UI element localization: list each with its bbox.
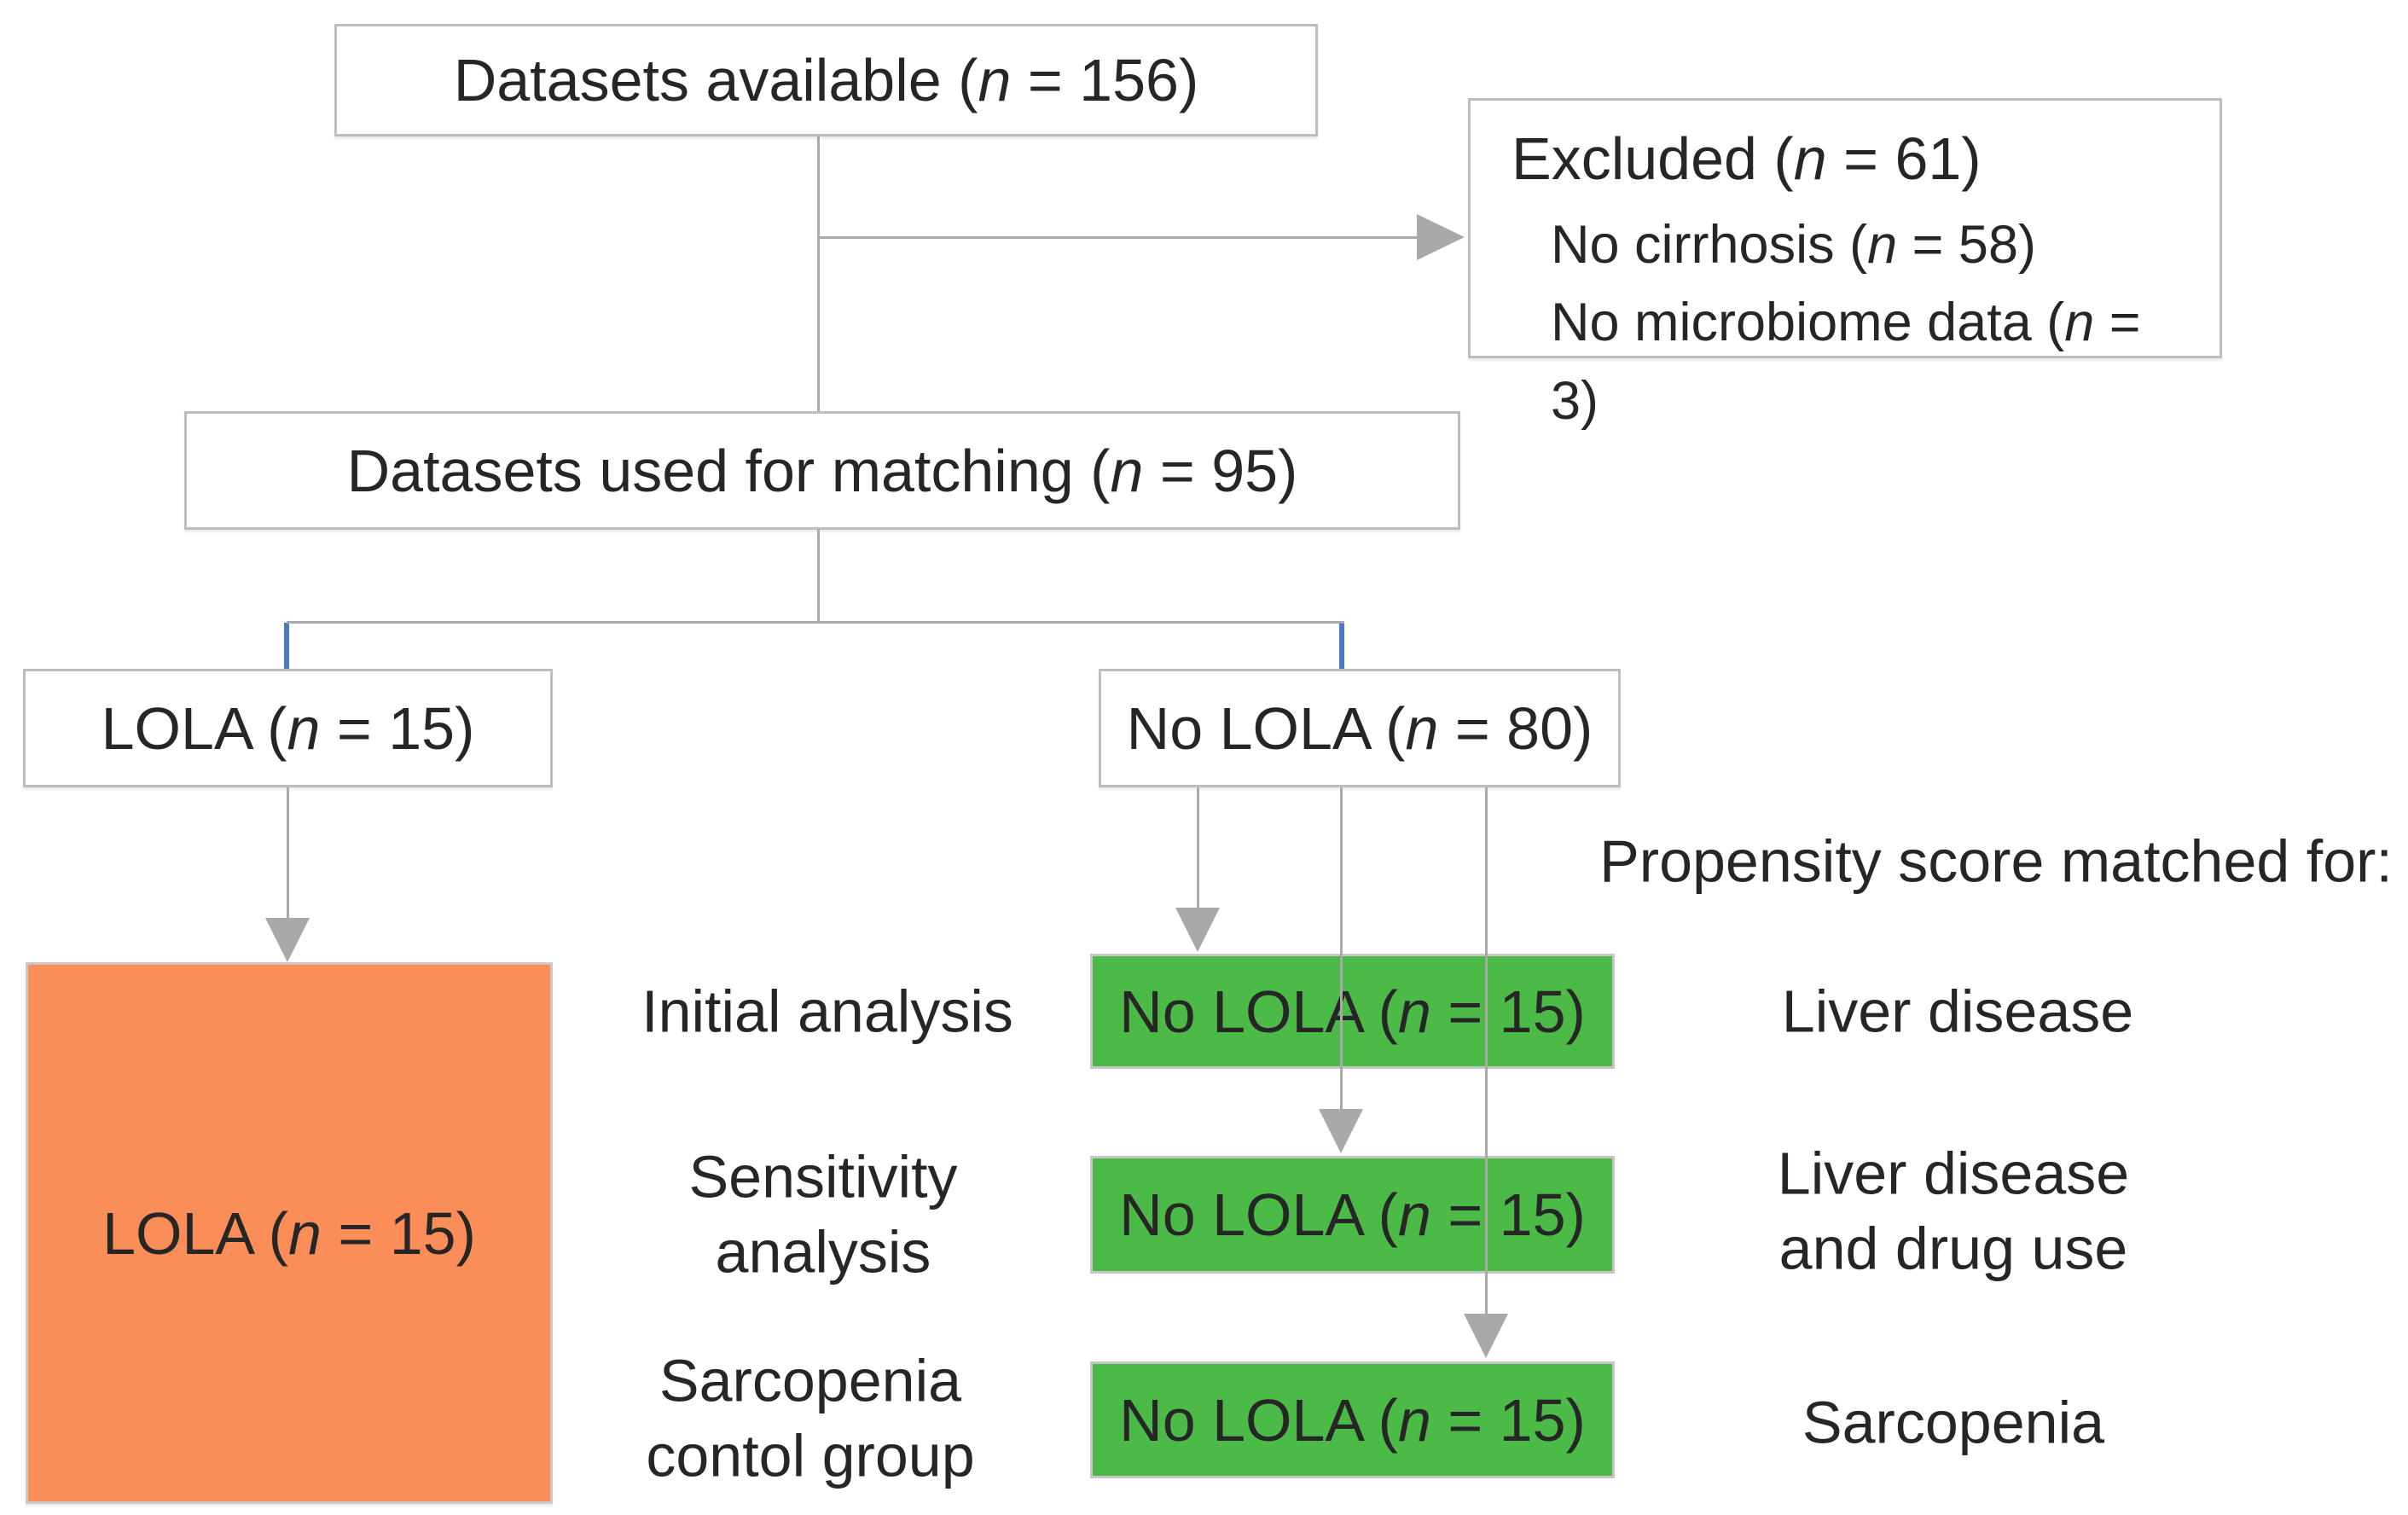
no-lola-sensitivity-label: No LOLA (n = 15) [1119, 1181, 1586, 1248]
match-label-liver-disease: Liver disease [1781, 978, 2134, 1045]
no-lola-initial-label: No LOLA (n = 15) [1119, 978, 1586, 1045]
arrowhead-excluded [1417, 214, 1465, 260]
connector-green1-arrow-shaft [1197, 787, 1199, 908]
excluded-item-no-microbiome: No microbiome data (n = 3) [1551, 293, 2141, 431]
excluded-title: Excluded (n = 61) [1512, 125, 1982, 192]
no-lola-sarcopenia-box: No LOLA (n = 15) [1090, 1361, 1615, 1478]
datasets-available-label: Datasets available (n = 156) [453, 47, 1199, 113]
lola-group-box: LOLA (n = 15) [26, 962, 553, 1504]
no-lola-sensitivity-box: No LOLA (n = 15) [1090, 1156, 1615, 1274]
connector-blue-right [1339, 623, 1344, 672]
arrowhead-green2 [1319, 1109, 1363, 1153]
excluded-item-no-cirrhosis: No cirrhosis (n = 58) [1551, 215, 2036, 275]
connector-top-vertical [817, 136, 820, 411]
match-label-sarcopenia: Sarcopenia [1802, 1389, 2105, 1456]
lola-branch-box: LOLA (n = 15) [23, 669, 553, 787]
datasets-available-box: Datasets available (n = 156) [334, 24, 1318, 136]
arrowhead-lola-group [265, 918, 310, 962]
datasets-matching-box: Datasets used for matching (n = 95) [184, 411, 1460, 530]
arrowhead-green1 [1175, 908, 1220, 952]
connector-green3-arrow-shaft [1485, 787, 1488, 1314]
arrowhead-green3 [1464, 1314, 1508, 1358]
no-lola-sarcopenia-label: No LOLA (n = 15) [1119, 1386, 1586, 1454]
excluded-box: Excluded (n = 61) No cirrhosis (n = 58) … [1468, 98, 2222, 431]
connector-blue-left [284, 623, 289, 672]
connector-excluded-arrow-shaft [819, 236, 1420, 239]
connector-lola-arrow-shaft [287, 787, 289, 918]
datasets-matching-label: Datasets used for matching (n = 95) [346, 437, 1298, 504]
no-lola-branch-label: No LOLA (n = 80) [1126, 694, 1593, 762]
connector-green2-arrow-shaft [1340, 787, 1343, 1109]
row-label-initial-analysis: Initial analysis [641, 978, 1013, 1045]
lola-group-label: LOLA (n = 15) [102, 1199, 476, 1267]
row-label-sarcopenia-control: Sarcopenia contol group [646, 1347, 975, 1489]
no-lola-initial-box: No LOLA (n = 15) [1090, 954, 1615, 1069]
connector-mid-vertical [817, 530, 820, 622]
row-label-sensitivity-analysis: Sensitivity analysis [688, 1143, 958, 1286]
connector-branch-horizontal [287, 621, 1344, 624]
match-label-liver-drug: Liver disease and drug use [1777, 1140, 2130, 1282]
no-lola-branch-box: No LOLA (n = 80) [1099, 669, 1621, 787]
lola-branch-label: LOLA (n = 15) [101, 694, 475, 762]
propensity-heading: Propensity score matched for: [1599, 827, 2393, 895]
